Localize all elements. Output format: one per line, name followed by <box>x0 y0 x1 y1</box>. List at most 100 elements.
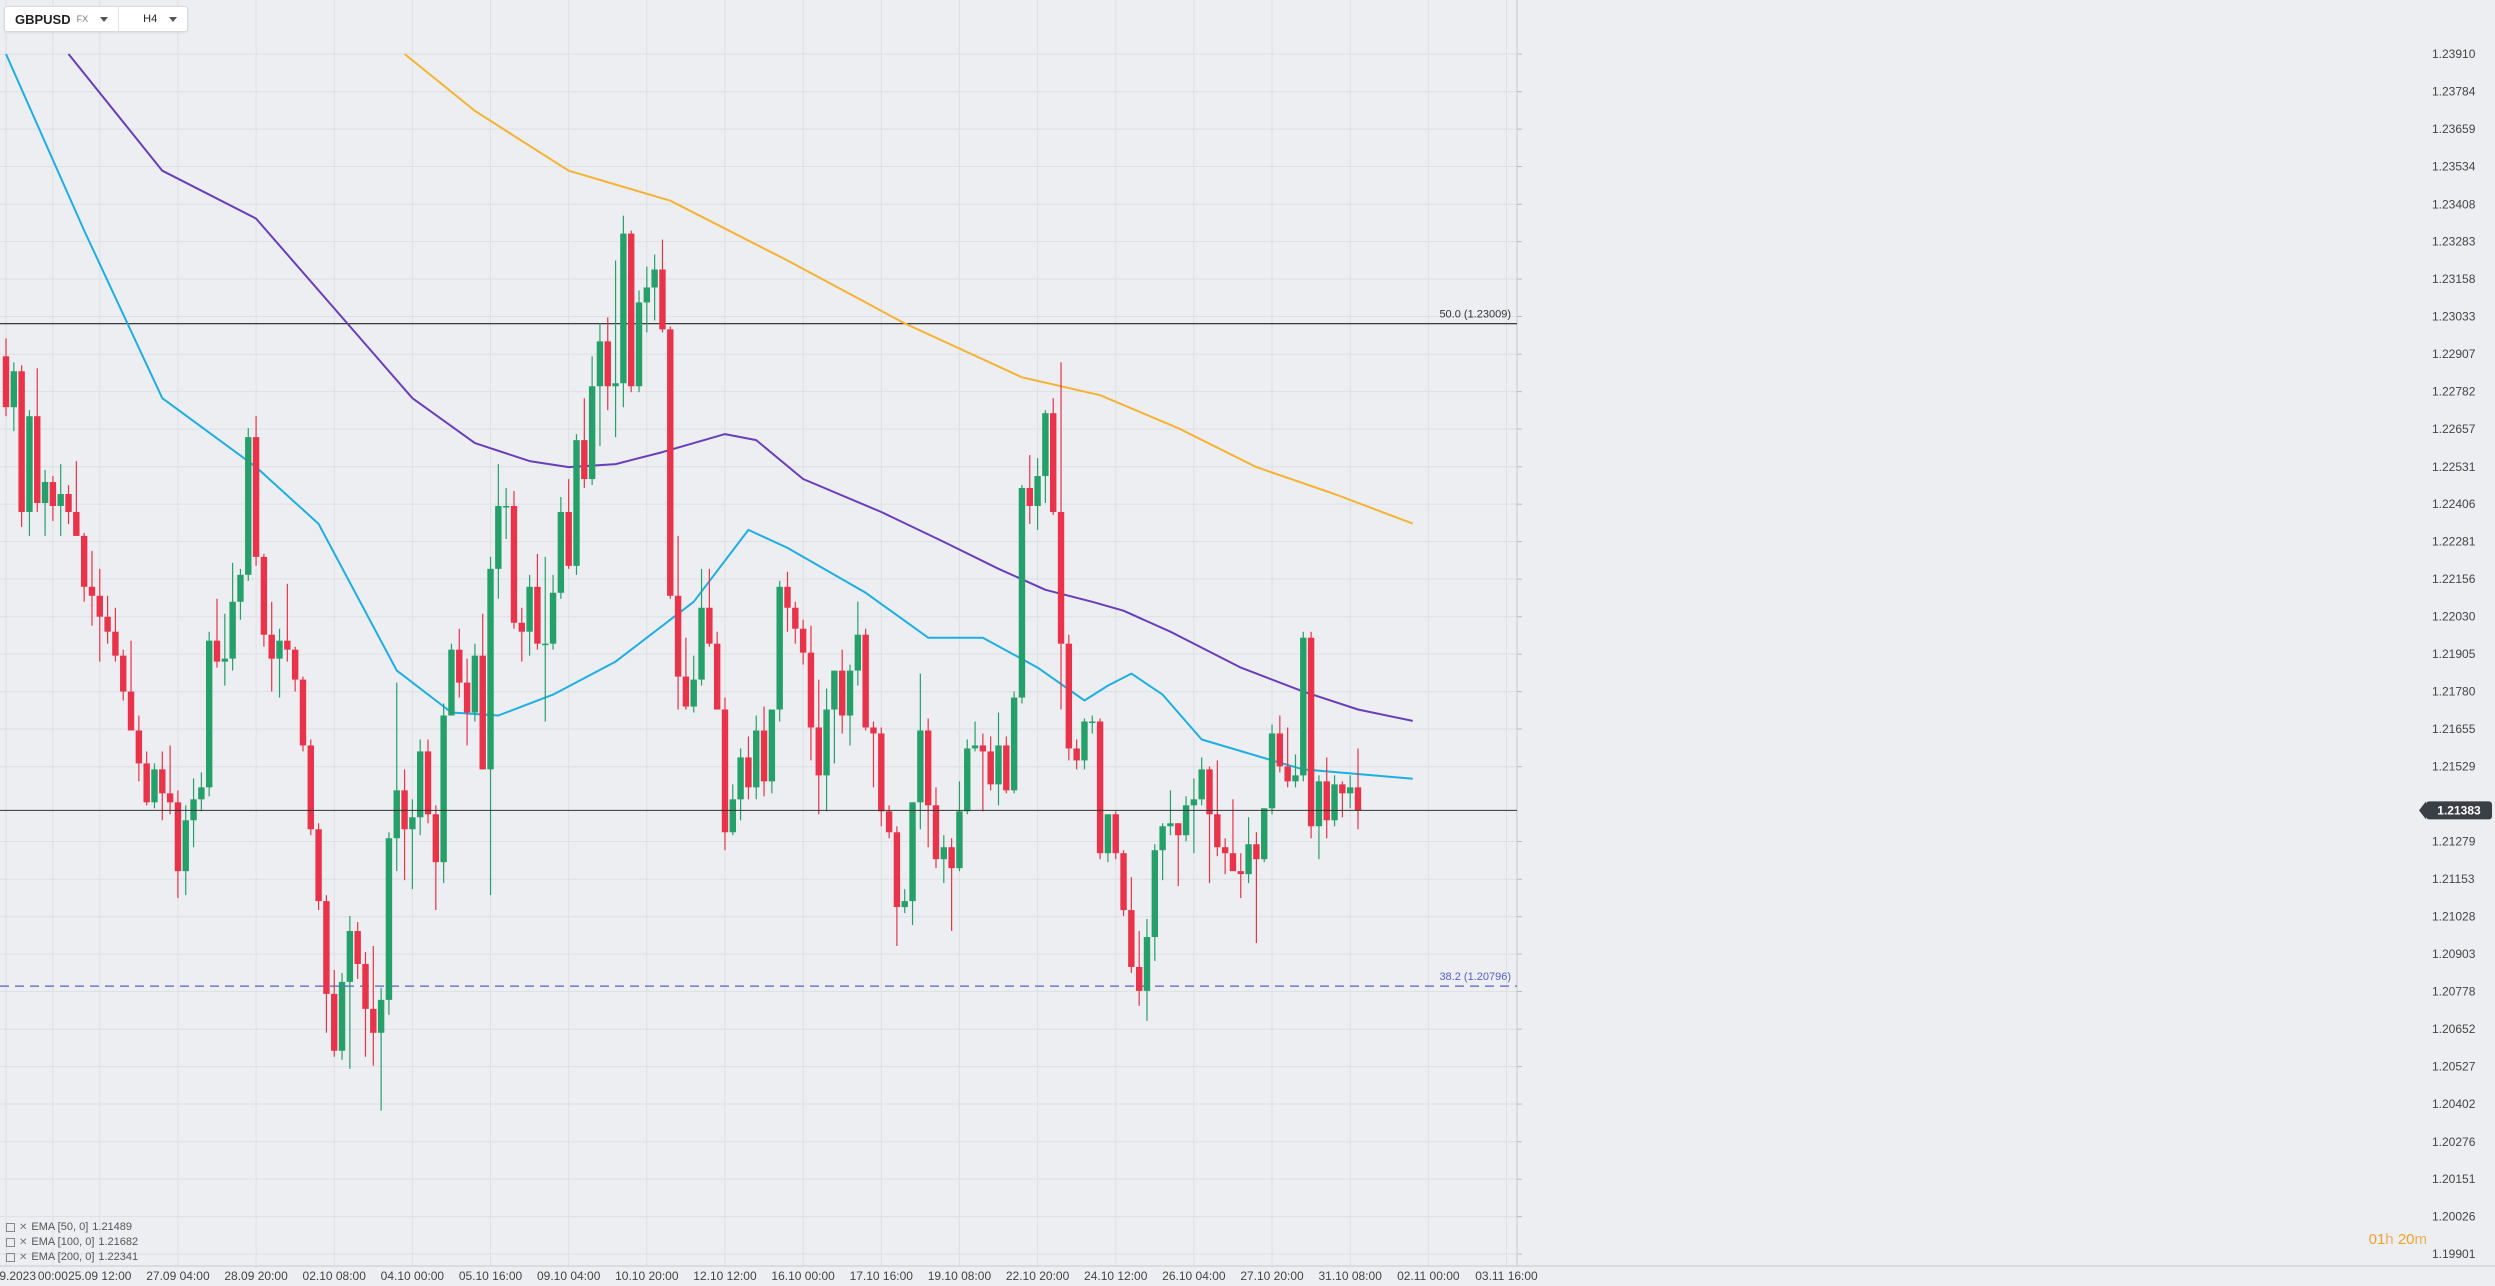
chart-toolbar: GBPUSD FX H4 <box>4 6 189 32</box>
candle <box>534 553 541 650</box>
timeframe-selector[interactable]: H4 <box>118 7 187 31</box>
close-icon[interactable]: ✕ <box>19 1237 28 1248</box>
candle-body <box>956 811 963 869</box>
candle-body <box>174 802 182 872</box>
candle-body <box>268 634 275 659</box>
y-tick-label: 1.21655 <box>2432 722 2476 736</box>
candle-body <box>213 640 221 662</box>
candle-body <box>901 901 908 908</box>
candle-body <box>1175 823 1182 836</box>
candle-body <box>815 727 822 776</box>
candle-body <box>104 616 111 632</box>
close-icon[interactable]: ✕ <box>19 1222 28 1233</box>
candle-body <box>471 655 479 713</box>
candle-body <box>41 482 49 503</box>
candle-body <box>237 574 244 602</box>
candle <box>1206 766 1213 884</box>
candle <box>198 772 205 812</box>
candle <box>667 326 674 599</box>
candle-body <box>1206 769 1213 815</box>
legend-ema200[interactable]: ✕ EMA [200, 0] 1.22341 <box>6 1250 138 1265</box>
candle <box>784 571 791 632</box>
visibility-icon[interactable] <box>6 1223 15 1232</box>
candle <box>823 688 830 812</box>
candle <box>104 595 111 644</box>
y-tick-label: 1.22907 <box>2432 347 2476 361</box>
candle <box>331 969 338 1057</box>
candle <box>1050 398 1057 515</box>
candle <box>221 613 229 686</box>
candle-body <box>549 592 557 644</box>
close-icon[interactable]: ✕ <box>19 1252 28 1263</box>
candle <box>831 670 838 764</box>
x-tick-label: 00:00 <box>38 1269 68 1283</box>
visibility-icon[interactable] <box>6 1238 15 1247</box>
candle-body <box>760 730 768 782</box>
x-tick-label: 19.10 08:00 <box>928 1269 992 1283</box>
legend-ema50[interactable]: ✕ EMA [50, 0] 1.21489 <box>6 1220 138 1235</box>
candle <box>80 532 88 602</box>
candle-body <box>1010 697 1018 791</box>
candle <box>1261 808 1268 863</box>
candle-body <box>1081 721 1088 761</box>
legend-value: 1.22341 <box>98 1251 139 1263</box>
candle-body <box>1120 853 1127 911</box>
x-tick-label: 27.09 04:00 <box>146 1269 210 1283</box>
candle-body <box>573 440 580 566</box>
candle-body <box>307 745 314 830</box>
candle-body <box>190 799 197 821</box>
last-price-tag-pointer <box>2419 801 2426 820</box>
candle-body <box>1089 721 1096 723</box>
candle-body <box>221 658 229 662</box>
candle-body <box>565 511 572 566</box>
candle-body <box>409 817 416 830</box>
candle <box>487 556 494 896</box>
y-tick-label: 1.23033 <box>2432 310 2476 324</box>
candle-body <box>135 730 143 764</box>
candle-body <box>799 628 807 653</box>
candle-body <box>73 511 80 536</box>
candle-body <box>596 341 604 387</box>
legend-ema100[interactable]: ✕ EMA [100, 0] 1.21682 <box>6 1235 138 1250</box>
candle <box>73 461 80 536</box>
candle-body <box>995 745 1002 785</box>
last-price-label: 1.21383 <box>2437 803 2481 817</box>
candle-body <box>1057 511 1065 644</box>
candle-body <box>127 691 135 731</box>
candle-body <box>1323 781 1330 821</box>
y-tick-label: 1.21780 <box>2432 685 2476 699</box>
candle <box>49 476 57 521</box>
candle-body <box>932 805 940 860</box>
x-tick-label: 17.10 16:00 <box>850 1269 914 1283</box>
y-tick-label: 1.21153 <box>2432 872 2475 886</box>
candle-body <box>542 643 549 646</box>
candle-body <box>620 233 627 384</box>
candle-body <box>456 649 463 683</box>
candle <box>745 736 752 800</box>
candle <box>252 416 260 566</box>
candle-body <box>112 631 119 656</box>
candle <box>635 290 643 393</box>
candle-body <box>370 1008 377 1033</box>
candle-body <box>1159 826 1166 851</box>
y-tick-label: 1.20527 <box>2432 1060 2476 1074</box>
candle <box>1010 691 1018 794</box>
candle-body <box>604 341 611 387</box>
candle-body <box>323 901 330 994</box>
candle <box>1237 853 1244 899</box>
candle <box>1073 739 1080 770</box>
candle <box>151 763 158 809</box>
candle-body <box>1034 476 1041 506</box>
candle <box>205 631 213 797</box>
candle-body <box>120 655 127 692</box>
candle-body <box>448 649 455 716</box>
symbol-selector[interactable]: GBPUSD FX <box>5 7 118 31</box>
y-tick-label: 1.21028 <box>2432 910 2476 924</box>
x-tick-label: 28.09 20:00 <box>224 1269 288 1283</box>
candle-body <box>878 733 885 812</box>
countdown-minutes: 20 <box>2397 1231 2415 1248</box>
candle-body <box>768 709 776 782</box>
visibility-icon[interactable] <box>6 1253 15 1262</box>
